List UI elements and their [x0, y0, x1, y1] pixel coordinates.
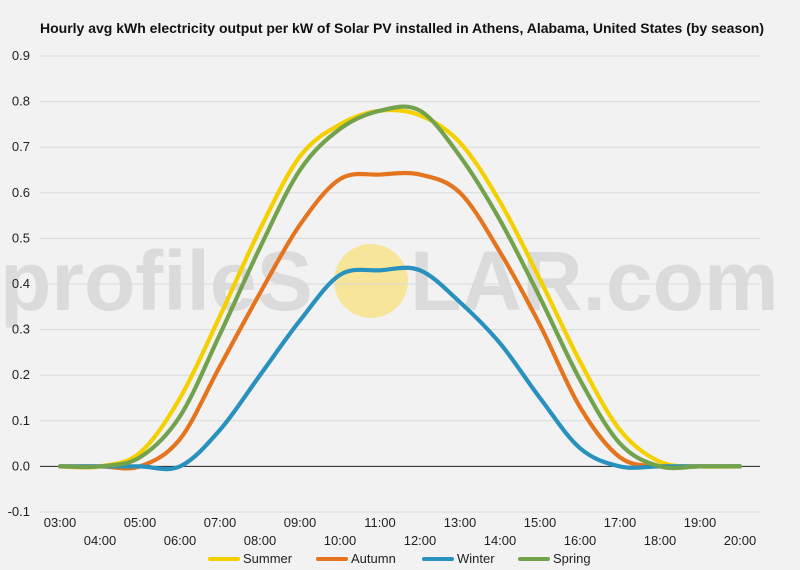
x-tick-label: 08:00	[244, 533, 277, 548]
legend-label: Autumn	[351, 551, 396, 566]
x-tick-label: 20:00	[724, 533, 757, 548]
y-tick-label: 0.1	[12, 413, 30, 428]
x-tick-label: 18:00	[644, 533, 677, 548]
x-tick-label: 12:00	[404, 533, 437, 548]
x-tick-label: 07:00	[204, 515, 237, 530]
legend-label: Winter	[457, 551, 495, 566]
y-tick-label: 0.3	[12, 322, 30, 337]
legend-item-winter[interactable]: Winter	[422, 551, 495, 566]
legend-item-summer[interactable]: Summer	[208, 551, 293, 566]
series-line-winter	[57, 265, 743, 472]
y-tick-label: -0.1	[8, 504, 30, 519]
series-line-summer	[57, 107, 743, 470]
legend-label: Spring	[553, 551, 591, 566]
y-tick-label: 0.9	[12, 48, 30, 63]
x-tick-label: 15:00	[524, 515, 557, 530]
x-tick-label: 05:00	[124, 515, 157, 530]
y-axis-ticks: -0.1 0.0 0.1 0.2 0.3 0.4 0.5 0.6 0.7 0.8 0.9	[8, 48, 30, 519]
x-tick-label: 04:00	[84, 533, 117, 548]
watermark-sun-icon	[334, 244, 408, 318]
y-tick-label: 0.2	[12, 367, 30, 382]
x-tick-label: 10:00	[324, 533, 357, 548]
y-tick-label: 0.8	[12, 94, 30, 109]
watermark-text-right: LAR.com	[410, 234, 779, 328]
x-tick-label: 11:00	[364, 515, 396, 530]
x-tick-label: 16:00	[564, 533, 597, 548]
legend-item-spring[interactable]: Spring	[518, 551, 591, 566]
series-lines	[57, 104, 743, 472]
x-tick-label: 14:00	[484, 533, 517, 548]
legend-label: Summer	[243, 551, 293, 566]
x-tick-label: 09:00	[284, 515, 317, 530]
x-tick-label: 17:00	[604, 515, 637, 530]
series-line-autumn	[57, 170, 743, 471]
y-tick-label: 0.0	[12, 458, 30, 473]
y-tick-label: 0.7	[12, 139, 30, 154]
x-tick-label: 19:00	[684, 515, 717, 530]
chart-title: Hourly avg kWh electricity output per kW…	[40, 20, 764, 36]
series-line-spring	[57, 104, 743, 471]
y-tick-label: 0.5	[12, 230, 30, 245]
y-tick-label: 0.4	[12, 276, 30, 291]
x-tick-label: 03:00	[44, 515, 77, 530]
x-tick-label: 13:00	[444, 515, 477, 530]
x-tick-label: 06:00	[164, 533, 197, 548]
legend[interactable]: Summer Autumn Winter Spring	[208, 551, 591, 566]
legend-item-autumn[interactable]: Autumn	[316, 551, 396, 566]
y-tick-label: 0.6	[12, 185, 30, 200]
x-axis-ticks: 03:00 04:00 05:00 06:00 07:00 08:00 09:00 10:00…	[44, 515, 757, 548]
